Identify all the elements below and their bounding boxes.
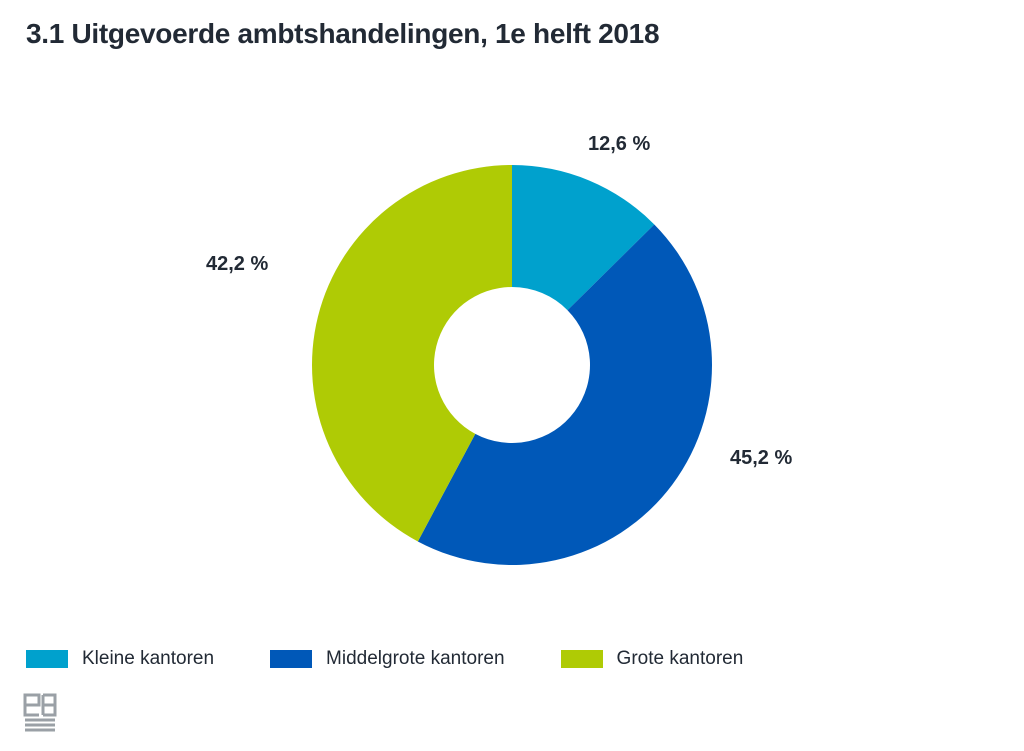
legend-swatch bbox=[26, 650, 68, 668]
legend-item: Middelgrote kantoren bbox=[270, 648, 505, 670]
legend-label: Kleine kantoren bbox=[82, 648, 214, 670]
legend-item: Kleine kantoren bbox=[26, 648, 214, 670]
chart-title: 3.1 Uitgevoerde ambtshandelingen, 1e hel… bbox=[26, 18, 659, 50]
donut-chart: 12,6 % 45,2 % 42,2 % bbox=[0, 125, 1024, 605]
legend-item: Grote kantoren bbox=[561, 648, 744, 670]
legend-label: Grote kantoren bbox=[617, 648, 744, 670]
legend-swatch bbox=[270, 650, 312, 668]
legend-label: Middelgrote kantoren bbox=[326, 648, 505, 670]
slice-label-kleine: 12,6 % bbox=[588, 133, 650, 156]
donut-svg bbox=[0, 125, 1024, 605]
cbs-logo-icon bbox=[22, 692, 60, 737]
slice-label-middelgrote: 45,2 % bbox=[730, 447, 792, 470]
legend-swatch bbox=[561, 650, 603, 668]
legend: Kleine kantoren Middelgrote kantoren Grote… bbox=[26, 648, 743, 670]
slice-label-grote: 42,2 % bbox=[206, 253, 268, 276]
